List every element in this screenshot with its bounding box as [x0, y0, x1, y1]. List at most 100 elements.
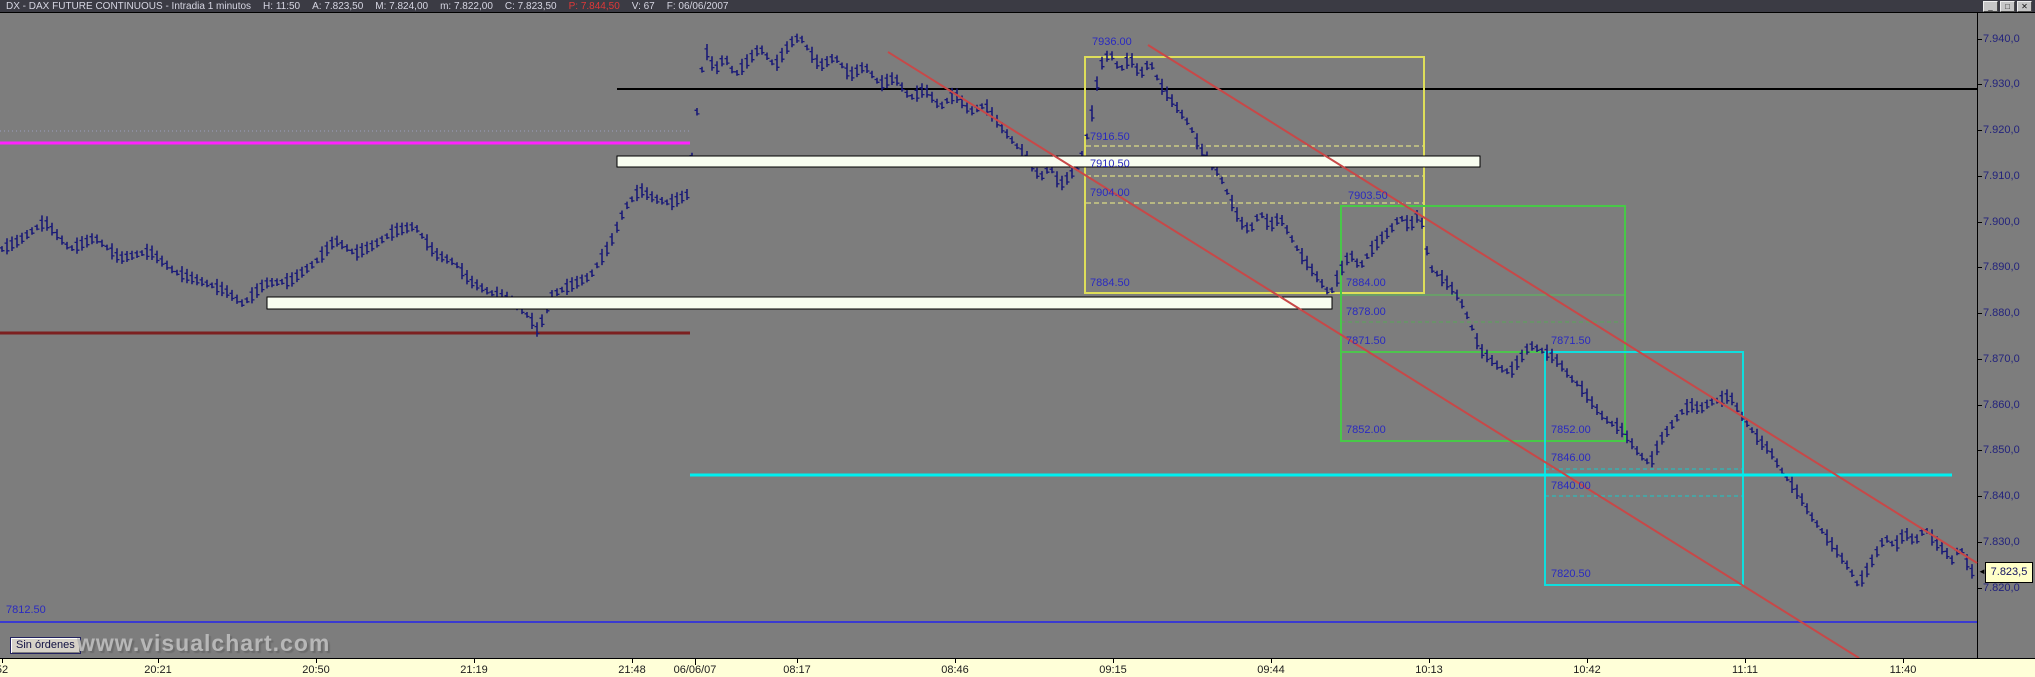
- price-axis-label: 7.920,0: [1983, 124, 2020, 137]
- price-axis-tick: [1978, 38, 1982, 40]
- time-axis-label: 20:50: [302, 664, 330, 676]
- time-axis-label: 21:19: [460, 664, 488, 676]
- time-axis-label: 20:21: [144, 664, 172, 676]
- price-level-label: 7840.00: [1551, 480, 1591, 492]
- price-level-label: 7936.00: [1092, 36, 1132, 48]
- window-controls: _ □ ✕: [1983, 1, 2032, 12]
- time-axis-label: 11:11: [1732, 664, 1758, 676]
- green-zone-rect: [1340, 205, 1626, 442]
- price-level-label: 7871.50: [1346, 335, 1386, 347]
- price-level-label: 7903.50: [1348, 190, 1388, 202]
- price-axis-label: 7.850,0: [1983, 444, 2020, 457]
- red-trend-line-lower: [887, 51, 1860, 658]
- cyan-zone-rect: [1544, 351, 1744, 586]
- price-axis-tick: [1978, 130, 1982, 132]
- price-level-label: 7904.00: [1090, 187, 1130, 199]
- price-level-label: 7884.50: [1090, 277, 1130, 289]
- price-axis-label: 7.910,0: [1983, 169, 2020, 182]
- price-bars: [1, 33, 1973, 587]
- price-axis-label: 7.940,0: [1983, 32, 2020, 45]
- price-axis-tick: [1978, 221, 1982, 223]
- white-band-7910: [616, 155, 1481, 168]
- orders-button[interactable]: Sin órdenes: [10, 637, 81, 654]
- red-trend-line-upper: [1147, 44, 1978, 564]
- price-level-label: 7916.50: [1090, 131, 1130, 143]
- title-field: m: 7.822,00: [440, 0, 493, 12]
- time-axis-tick: [632, 659, 633, 663]
- time-axis-label: 08:46: [941, 664, 969, 676]
- time-axis-label: 09:44: [1257, 664, 1285, 676]
- time-axis-tick: [158, 659, 159, 663]
- title-field: M: 7.824,00: [375, 0, 429, 12]
- time-axis-label: 09:15: [1099, 664, 1127, 676]
- title-bar: DX - DAX FUTURE CONTINUOUS - Intradia 1 …: [0, 0, 2035, 13]
- visualchart-watermark: www.visualchart.com: [77, 630, 331, 656]
- time-axis-label: 10:13: [1415, 664, 1443, 676]
- time-axis-label: 11:40: [1889, 664, 1917, 676]
- price-axis-label: 7.860,0: [1983, 398, 2020, 411]
- price-level-label: 7852.00: [1346, 424, 1386, 436]
- price-axis-tick: [1978, 541, 1982, 543]
- current-price-marker: ◄ 7.823,5: [1978, 561, 2035, 583]
- yellow-zone-rect: [1084, 56, 1425, 294]
- price-level-label: 7910.50: [1090, 158, 1130, 170]
- price-level-label: 7878.00: [1346, 306, 1386, 318]
- time-axis-tick: [1429, 659, 1430, 663]
- title-field: P: 7.844,50: [568, 0, 620, 12]
- time-axis-tick: [1587, 659, 1588, 663]
- price-level-label: 7871.50: [1551, 335, 1591, 347]
- price-axis[interactable]: 7.940,0 7.930,0 7.920,0 7.910,0 7.900,0 7.890…: [1978, 13, 2035, 658]
- time-axis-tick: [797, 659, 798, 663]
- price-level-label: 7884.00: [1346, 277, 1386, 289]
- title-field: DX - DAX FUTURE CONTINUOUS - Intradia 1 …: [6, 0, 252, 12]
- title-field: F: 06/06/2007: [666, 0, 729, 12]
- time-axis-label: 08:17: [783, 664, 811, 676]
- price-axis-tick: [1978, 587, 1982, 589]
- price-axis-tick: [1978, 175, 1982, 177]
- price-axis-tick: [1978, 358, 1982, 360]
- price-axis-label: 7.830,0: [1983, 535, 2020, 548]
- price-axis-label: 7.840,0: [1983, 490, 2020, 503]
- time-axis-tick: [1903, 659, 1904, 663]
- time-axis-tick: [2, 659, 3, 663]
- time-axis-tick: [1745, 659, 1746, 663]
- price-bar-ticks: [0, 35, 1975, 586]
- time-axis-label: 10:42: [1573, 664, 1601, 676]
- price-axis-label: 7.880,0: [1983, 307, 2020, 320]
- time-axis-tick: [695, 659, 696, 665]
- price-axis-label: 7.820,0: [1983, 581, 2020, 594]
- price-axis-tick: [1978, 496, 1982, 498]
- time-axis-label: 21:48: [618, 664, 646, 676]
- time-axis-tick: [316, 659, 317, 663]
- title-field: A: 7.823,50: [312, 0, 364, 12]
- time-axis-label: 52: [0, 664, 9, 676]
- current-price-value: 7.823,5: [1985, 561, 2033, 583]
- maximize-button[interactable]: □: [2000, 1, 2015, 12]
- time-axis-tick: [1271, 659, 1272, 663]
- current-price-arrow-icon: ◄: [1978, 566, 1986, 576]
- close-button[interactable]: ✕: [2017, 1, 2032, 12]
- time-axis-tick: [955, 659, 956, 663]
- price-axis-tick: [1978, 267, 1982, 269]
- time-axis-label: 06/06/07: [673, 664, 717, 676]
- price-level-label: 7820.50: [1551, 568, 1591, 580]
- time-axis-tick: [1113, 659, 1114, 663]
- time-axis-tick: [474, 659, 475, 663]
- price-axis-label: 7.930,0: [1983, 78, 2020, 91]
- price-axis-label: 7.890,0: [1983, 261, 2020, 274]
- price-axis-tick: [1978, 404, 1982, 406]
- title-field: H: 11:50: [263, 0, 301, 12]
- price-plot: [0, 33, 1978, 658]
- price-axis-label: 7.900,0: [1983, 215, 2020, 228]
- chart-area[interactable]: 7936.00 7916.50 7910.50 7904.00 7884.50 7903.…: [0, 13, 1978, 658]
- price-level-label: 7846.00: [1551, 452, 1591, 464]
- minimize-button[interactable]: _: [1983, 1, 1998, 12]
- price-level-label: 7812.50: [6, 604, 46, 616]
- white-band-7884: [266, 296, 1333, 310]
- time-axis[interactable]: 52 20:21 20:50 21:19 21:48 06/06/07 08:17 08:46…: [0, 658, 2035, 677]
- price-axis-tick: [1978, 313, 1982, 315]
- price-level-label: 7852.00: [1551, 424, 1591, 436]
- price-axis-tick: [1978, 450, 1982, 452]
- price-axis-label: 7.870,0: [1983, 352, 2020, 365]
